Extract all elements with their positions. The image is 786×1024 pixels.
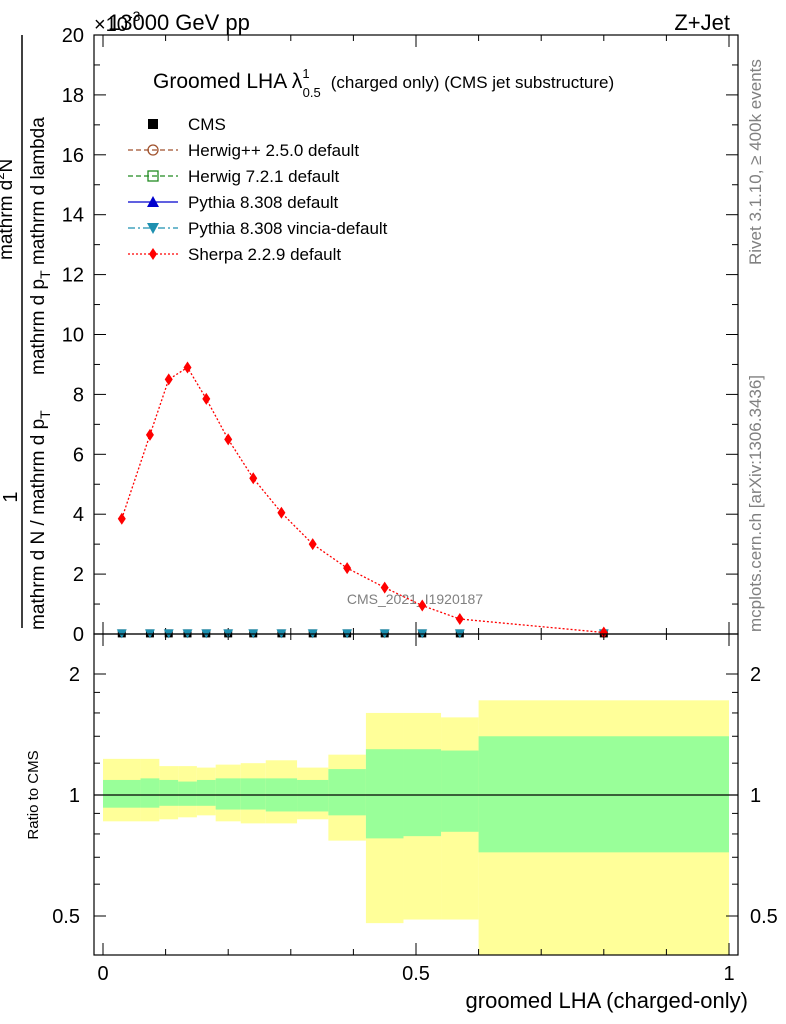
sherpa-point (308, 538, 317, 551)
legend-entry: Herwig++ 2.5.0 default (128, 141, 359, 160)
sherpa-point (117, 512, 126, 525)
legend-entry: Pythia 8.308 default (128, 193, 339, 212)
legend-label: Sherpa 2.2.9 default (188, 245, 341, 264)
ylabel-numerator: mathrm d2N (0, 159, 17, 260)
legend-label: Pythia 8.308 vincia-default (188, 219, 388, 238)
rivet-label: Rivet 3.1.10, ≥ 400k events (746, 59, 765, 265)
ratio-stat-band (478, 736, 729, 853)
legend-entry: CMS (148, 115, 226, 134)
main-y-tick-label: 6 (73, 444, 84, 466)
sherpa-point (599, 626, 608, 639)
sherpa-point (418, 599, 427, 612)
legend-marker (147, 144, 159, 156)
ratio-stat-band (159, 779, 179, 806)
sherpa-point (224, 433, 233, 446)
ratio-x-tick-label: 1 (723, 963, 734, 985)
main-y-tick-label: 4 (73, 504, 84, 526)
ratio-ticks: 0.5 0.5 1 1 2 2 0 0.5 1 (52, 634, 778, 985)
legend-marker (149, 248, 157, 260)
sherpa-point (380, 581, 389, 594)
legend-marker (147, 223, 159, 234)
ratio-y-tick-label: 1 (69, 785, 80, 807)
main-y-tick-label: 2 (73, 564, 84, 586)
ratio-y-tick-label-right: 1 (750, 785, 761, 807)
ratio-y-tick-label-right: 2 (750, 664, 761, 686)
main-y-tick-label: 14 (62, 205, 84, 227)
header-left: 13000 GeV pp (108, 10, 250, 35)
main-y-tick-label: 0 (73, 624, 84, 646)
header-right: Z+Jet (674, 10, 730, 35)
main-y-tick-label: 20 (62, 25, 84, 47)
exponent-sup: -3 (128, 8, 141, 24)
ratio-stat-band (365, 749, 404, 839)
ylabel-denominator: mathrm d N / mathrm d pT (28, 410, 53, 630)
ratio-x-tick-label: 0 (97, 963, 108, 985)
sherpa-point (145, 428, 154, 441)
legend-label: Herwig 7.2.1 default (188, 167, 339, 186)
ratio-stat-band (178, 781, 197, 806)
ratio-stat-band (240, 778, 266, 810)
legend-entry: Sherpa 2.2.9 default (128, 245, 341, 264)
ratio-stat-band (103, 779, 141, 808)
ratio-stat-band (140, 778, 160, 808)
main-ylabel: 1 mathrm d N / mathrm d pT mathrm d2N ma… (0, 35, 53, 630)
ratio-stat-band (297, 779, 329, 812)
ratio-y-tick-label: 0.5 (52, 906, 80, 928)
main-y-tick-label: 18 (62, 85, 84, 107)
sherpa-point (164, 373, 173, 386)
ratio-stat-band (215, 778, 241, 810)
ratio-stat-band (328, 769, 366, 816)
ratio-y-tick-label: 2 (69, 664, 80, 686)
main-y-tick-label: 12 (62, 265, 84, 287)
legend-marker (147, 196, 159, 207)
ratio-ylabel: Ratio to CMS (25, 750, 42, 839)
sherpa-line (121, 366, 604, 634)
legend-entry: Pythia 8.308 vincia-default (128, 219, 388, 238)
legend-label: Pythia 8.308 default (188, 193, 339, 212)
main-y-tick-label: 16 (62, 145, 84, 167)
sherpa-point (343, 562, 352, 575)
mcplots-label: mcplots.cern.ch [arXiv:1306.3436] (746, 375, 765, 632)
main-y-tick-label: 8 (73, 384, 84, 406)
legend-entry: Herwig 7.2.1 default (128, 167, 339, 186)
sherpa-point (202, 392, 211, 405)
analysis-watermark: CMS_2021_I1920187 (347, 591, 483, 607)
ratio-y-tick-label-right: 0.5 (750, 906, 778, 928)
legend-label: Herwig++ 2.5.0 default (188, 141, 359, 160)
legend-marker (148, 119, 158, 129)
sherpa-point (455, 613, 464, 626)
legend: CMS Herwig++ 2.5.0 default Herwig 7.2.1 de… (128, 115, 388, 264)
ratio-stat-band (441, 750, 479, 832)
sherpa-point (183, 361, 192, 374)
ratio-stat-band (403, 749, 442, 837)
main-y-tick-label: 10 (62, 325, 84, 347)
sherpa-point (249, 472, 258, 485)
ylabel-denominator2: mathrm d pT mathrm d lambda (28, 117, 53, 375)
legend-marker (147, 170, 159, 182)
main-title: Groomed LHA λ1 0.5(charged only) (CMS jet… (153, 66, 614, 100)
main-y-ticks: 0 2 4 6 8 10 12 14 16 18 20 (62, 25, 738, 646)
exponent-label: ×10-3 (94, 8, 141, 36)
ylabel-one: 1 (0, 491, 22, 502)
ratio-bands (103, 700, 729, 955)
sherpa-point (277, 506, 286, 519)
ratio-stat-band (196, 779, 216, 806)
ratio-xlabel: groomed LHA (charged-only) (466, 988, 748, 1013)
legend-label: CMS (188, 115, 226, 134)
ratio-x-tick-label: 0.5 (402, 963, 430, 985)
